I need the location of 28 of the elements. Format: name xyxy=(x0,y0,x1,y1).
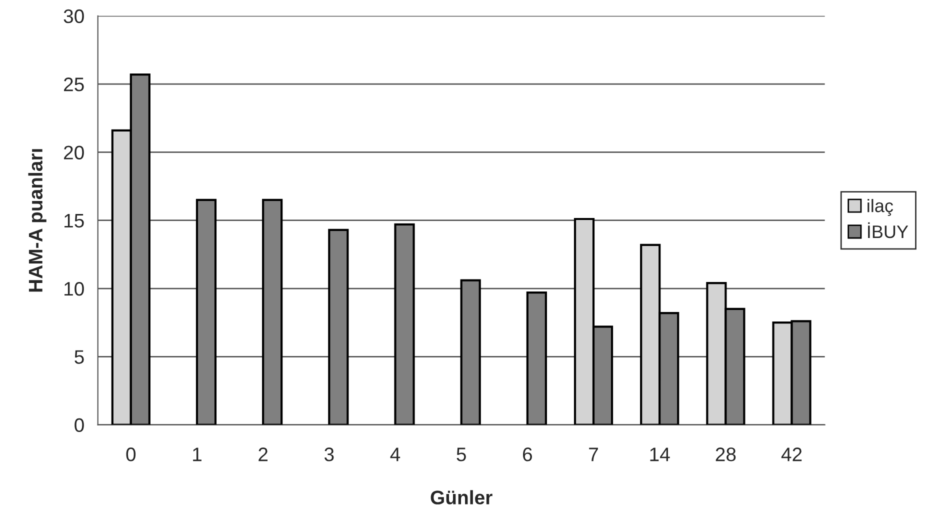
bar xyxy=(196,198,217,425)
x-tick-label: 5 xyxy=(456,448,466,462)
legend-label: ilaç xyxy=(868,198,894,216)
bar xyxy=(526,292,547,425)
bar xyxy=(328,228,349,425)
y-tick-label: 20 xyxy=(64,146,84,160)
y-tick-label: 15 xyxy=(64,214,84,228)
y-tick-label: 10 xyxy=(64,282,84,296)
bar xyxy=(394,223,415,425)
bar xyxy=(262,198,283,425)
x-tick-label: 14 xyxy=(650,448,670,462)
y-axis-title: HAM-A puanları xyxy=(28,149,46,292)
x-tick-label: 3 xyxy=(324,448,334,462)
y-tick-label: 0 xyxy=(74,418,84,432)
x-tick-label: 7 xyxy=(589,448,598,462)
x-tick-label: 4 xyxy=(390,448,400,462)
bar xyxy=(460,279,481,425)
x-tick-label: 1 xyxy=(193,448,202,462)
x-tick-label: 28 xyxy=(716,448,736,462)
x-tick-label: 2 xyxy=(258,448,268,462)
x-axis-title: Günler xyxy=(430,490,492,504)
x-tick-label: 6 xyxy=(523,448,532,462)
x-tick-label: 42 xyxy=(781,448,802,462)
legend-label: İBUY xyxy=(868,222,908,238)
x-tick-label: 0 xyxy=(126,448,136,462)
y-tick-label: 30 xyxy=(64,9,84,24)
y-tick-label: 25 xyxy=(64,78,84,92)
y-tick-label: 5 xyxy=(74,350,84,364)
